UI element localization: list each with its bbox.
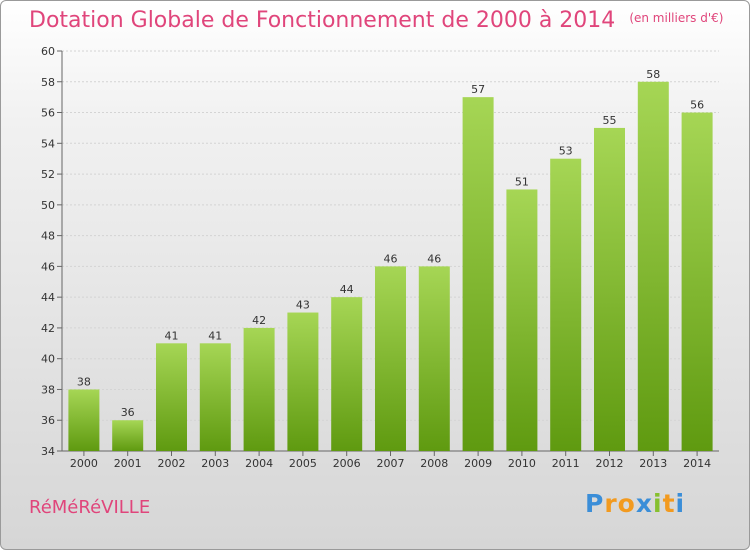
bar-2009 [462,97,494,452]
data-labels: 38 36 41 41 42 43 44 46 46 57 51 53 55 58 56 [77,68,704,419]
bar-2012 [594,127,625,451]
x-tick-label-2002: 2002 [158,457,186,470]
y-tick-label: 34 [41,445,55,458]
x-tick-label-2008: 2008 [420,457,448,470]
bar-2010 [506,189,538,451]
proxiti-logo: Proxiti [585,489,686,518]
data-label-2013: 58 [646,68,660,81]
bar-2002 [156,343,187,451]
x-tick-label-2012: 2012 [596,457,624,470]
x-tick-label-2014: 2014 [683,457,711,470]
data-label-2006: 44 [340,283,354,296]
data-label-2002: 41 [165,329,179,342]
chart-title-text: Dotation Globale de Fonctionnement de 20… [29,8,616,33]
data-label-2005: 43 [296,299,310,312]
x-tick-label-2009: 2009 [464,457,492,470]
data-label-2011: 53 [559,145,573,158]
bar-2004 [243,327,275,451]
x-tick-label-2007: 2007 [377,457,405,470]
bar-2014 [681,112,713,452]
bar-2000 [68,389,100,451]
bar-2006 [331,297,363,451]
bar-2007 [375,266,406,451]
bar-2001 [112,420,144,451]
x-tick-label-2010: 2010 [508,457,536,470]
data-label-2003: 41 [208,329,222,342]
x-tick-label-2005: 2005 [289,457,317,470]
y-tick-label: 42 [41,322,55,335]
y-tick-label: 50 [41,199,55,212]
bars [68,81,713,452]
axes: 34 36 38 40 42 44 46 48 50 52 54 56 58 60 2000 2001 2002… [41,45,719,470]
x-tick-label-2004: 2004 [245,457,273,470]
bar-2005 [287,312,319,451]
y-tick-label: 40 [41,353,55,366]
data-label-2001: 36 [121,406,135,419]
y-tick-label: 48 [41,230,55,243]
y-tick-label: 56 [41,107,55,120]
x-tick-label-2003: 2003 [201,457,229,470]
y-tick-label: 60 [41,45,55,58]
chart-title: Dotation Globale de Fonctionnement de 20… [29,8,723,33]
data-label-2000: 38 [77,375,91,388]
bar-2013 [637,81,669,452]
x-tick-label-2000: 2000 [70,457,98,470]
commune-name: RéMéRéVILLE [29,497,151,518]
data-label-2004: 42 [252,314,266,327]
x-tick-label-2001: 2001 [114,457,142,470]
x-tick-label-2011: 2011 [552,457,580,470]
y-tick-label: 52 [41,168,55,181]
bar-2011 [550,158,582,451]
chart-unit: (en milliers d'€) [629,11,724,25]
y-tick-label: 46 [41,260,55,273]
y-tick-label: 38 [41,383,55,396]
data-label-2010: 51 [515,175,529,188]
x-tick-label-2013: 2013 [639,457,667,470]
y-tick-label: 58 [41,76,55,89]
data-label-2012: 55 [603,114,617,127]
y-tick-label: 36 [41,414,55,427]
data-label-2009: 57 [471,83,485,96]
data-label-2007: 46 [384,252,398,265]
y-tick-label: 54 [41,137,55,150]
bar-2003 [199,343,231,451]
data-label-2008: 46 [427,252,441,265]
bar-2008 [418,266,450,451]
x-tick-label-2006: 2006 [333,457,361,470]
y-tick-label: 44 [41,291,55,304]
data-label-2014: 56 [690,99,704,112]
